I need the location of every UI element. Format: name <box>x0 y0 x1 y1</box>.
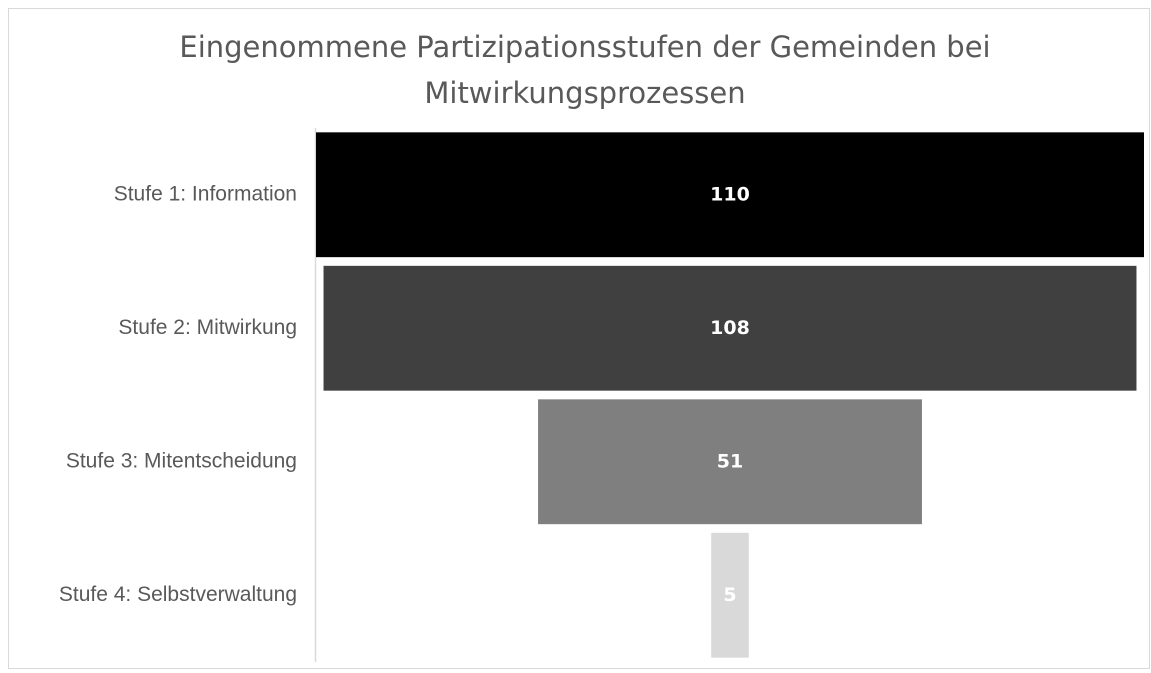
funnel-bar <box>316 132 1144 258</box>
category-label: Stufe 1: Information <box>114 182 297 205</box>
category-label: Stufe 3: Mitentscheidung <box>66 449 297 472</box>
chart-border <box>8 8 1150 669</box>
chart-title: Eingenommene Partizipationsstufen der Ge… <box>179 30 991 110</box>
data-label: 108 <box>710 317 750 339</box>
data-label: 110 <box>710 183 750 205</box>
category-label: Stufe 4: Selbstverwaltung <box>59 583 297 606</box>
category-label: Stufe 2: Mitwirkung <box>118 316 297 339</box>
funnel-bar <box>711 532 749 658</box>
data-label: 5 <box>723 584 736 606</box>
data-label: 51 <box>717 450 743 472</box>
funnel-bar <box>538 399 922 525</box>
funnel-bar <box>323 265 1137 391</box>
